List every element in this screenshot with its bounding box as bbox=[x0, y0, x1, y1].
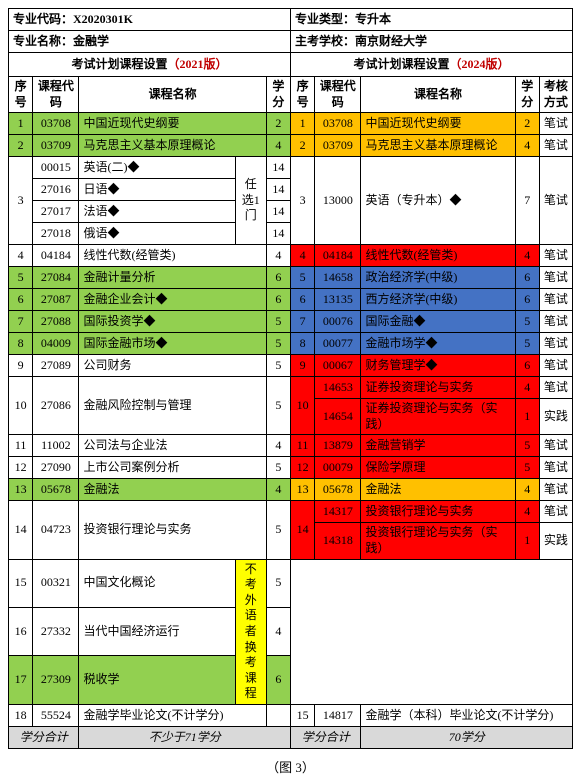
plan2024-title: 考试计划课程设置（2024版） bbox=[290, 53, 572, 77]
total-value-r: 70学分 bbox=[361, 726, 573, 748]
col-name-r: 课程名称 bbox=[361, 77, 515, 113]
col-code-l: 课程代码 bbox=[33, 77, 79, 113]
school-label: 主考学校： bbox=[295, 34, 355, 48]
col-credit-l: 学分 bbox=[266, 77, 290, 113]
l-credit: 2 bbox=[266, 113, 290, 135]
col-name-l: 课程名称 bbox=[79, 77, 266, 113]
name-cell: 专业名称：金融学 bbox=[9, 31, 291, 53]
r-name: 中国近现代史纲要 bbox=[361, 113, 515, 135]
col-seq-l: 序号 bbox=[9, 77, 33, 113]
r-code: 03708 bbox=[315, 113, 361, 135]
code-value: X2020301K bbox=[73, 12, 133, 26]
col-code-r: 课程代码 bbox=[315, 77, 361, 113]
l-name: 中国近现代史纲要 bbox=[79, 113, 266, 135]
school-cell: 主考学校：南京财经大学 bbox=[290, 31, 572, 53]
curriculum-table: 专业代码：X2020301K 专业类型：专升本 专业名称：金融学 主考学校：南京… bbox=[8, 8, 573, 749]
code-cell: 专业代码：X2020301K bbox=[9, 9, 291, 31]
total-label-l: 学分合计 bbox=[9, 726, 79, 748]
school-value: 南京财经大学 bbox=[355, 34, 427, 48]
col-seq-r: 序号 bbox=[290, 77, 314, 113]
r-credit: 2 bbox=[515, 113, 539, 135]
l-code: 03708 bbox=[33, 113, 79, 135]
total-value-l: 不少于71学分 bbox=[79, 726, 291, 748]
col-method-r: 考核方式 bbox=[539, 77, 572, 113]
figure-caption: （图 3） bbox=[8, 757, 573, 776]
l-seq: 1 bbox=[9, 113, 33, 135]
type-cell: 专业类型：专升本 bbox=[290, 9, 572, 31]
r-seq: 1 bbox=[290, 113, 314, 135]
name-value: 金融学 bbox=[73, 34, 109, 48]
swap-note: 不考外语者换考课程 bbox=[235, 559, 266, 704]
type-label: 专业类型： bbox=[295, 12, 355, 26]
total-label-r: 学分合计 bbox=[290, 726, 360, 748]
right-blank bbox=[290, 559, 572, 704]
plan2021-title: 考试计划课程设置（2021版） bbox=[9, 53, 291, 77]
opt-label: 任选1门 bbox=[235, 157, 266, 245]
col-credit-r: 学分 bbox=[515, 77, 539, 113]
code-label: 专业代码： bbox=[13, 12, 73, 26]
type-value: 专升本 bbox=[355, 12, 391, 26]
name-label: 专业名称： bbox=[13, 34, 73, 48]
r-method: 笔试 bbox=[539, 113, 572, 135]
